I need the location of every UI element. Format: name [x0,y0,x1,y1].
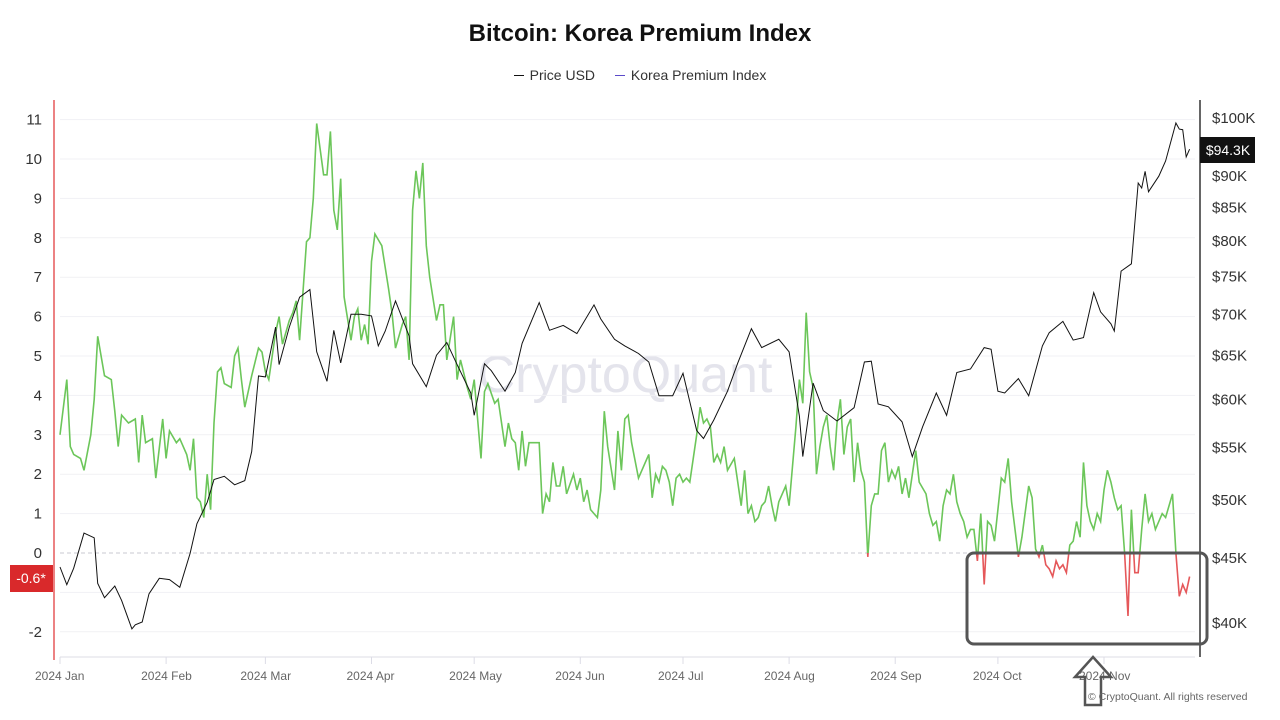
left-tick-label: 0 [34,545,42,562]
price-line [59,121,1191,630]
right-tick-label: $70K [1212,307,1247,324]
right-tick-label: $75K [1212,268,1247,285]
right-tick-label: $65K [1212,347,1247,364]
legend-item-premium[interactable]: Korea Premium Index [614,67,767,84]
left-tick-label: 1 [34,506,42,523]
x-tick-label: 2024 Mar [240,669,291,683]
x-tick-label: 2024 Feb [141,669,192,683]
right-tick-label: $100K [1212,110,1255,127]
right-tick-label: $45K [1212,550,1247,567]
left-tick-label: -2 [29,624,42,641]
left-tick-label: 3 [34,427,42,444]
left-tick-label: 5 [34,348,42,365]
chart-title: Bitcoin: Korea Premium Index [468,20,812,47]
left-tick-label: 8 [34,230,42,247]
premium-line-positive [59,123,1177,553]
legend-swatch-price [513,74,524,76]
right-tick-label: $90K [1212,168,1247,185]
highlight-box [965,551,1209,646]
legend: Price USD Korea Premium Index [0,63,1280,83]
right-tick-label: $40K [1212,615,1247,632]
arrow-up-icon [1072,655,1114,707]
x-tick-label: 2024 Sep [870,669,922,683]
left-tick-label: 7 [34,269,42,286]
right-tick-label: $55K [1212,439,1247,456]
x-tick-label: 2024 May [449,669,502,683]
left-tick-label: 4 [34,387,42,404]
right-tick-label: $85K [1212,199,1247,216]
right-tick-label: $60K [1212,391,1247,408]
left-tick-label: 2 [34,466,42,483]
current-premium-label: -0.6* [16,570,46,586]
current-price-label: $94.3K [1206,142,1251,158]
legend-label-premium: Korea Premium Index [630,67,767,84]
x-tick-label: 2024 Jun [555,669,604,683]
right-axis: $100K $90K $85K $80K $75K $70K $65K $60K $55K $50… [1212,110,1255,632]
x-axis: 2024 Jan 2024 Feb 2024 Mar 2024 Apr 2024 May… [35,656,1195,683]
x-tick-label: 2024 Aug [764,669,815,683]
legend-swatch-premium [614,74,625,76]
x-tick-label: 2024 Apr [346,669,394,683]
right-tick-label: $80K [1212,233,1247,250]
current-premium-badge: -0.6* [10,565,53,592]
current-price-badge: $94.3K [1200,137,1255,163]
legend-item-price[interactable]: Price USD [513,67,596,84]
left-tick-label: 10 [25,151,42,168]
gridlines [60,119,1195,633]
x-tick-label: 2024 Jul [658,669,703,683]
left-tick-label: 11 [26,112,42,129]
copyright: © CryptoQuant. All rights reserved [1088,691,1248,703]
left-tick-label: 9 [34,190,42,207]
x-tick-label: 2024 Jan [35,669,84,683]
left-tick-label: 6 [34,309,42,326]
x-tick-label: 2024 Oct [973,669,1022,683]
legend-label-price: Price USD [529,67,596,84]
right-tick-label: $50K [1212,492,1247,509]
